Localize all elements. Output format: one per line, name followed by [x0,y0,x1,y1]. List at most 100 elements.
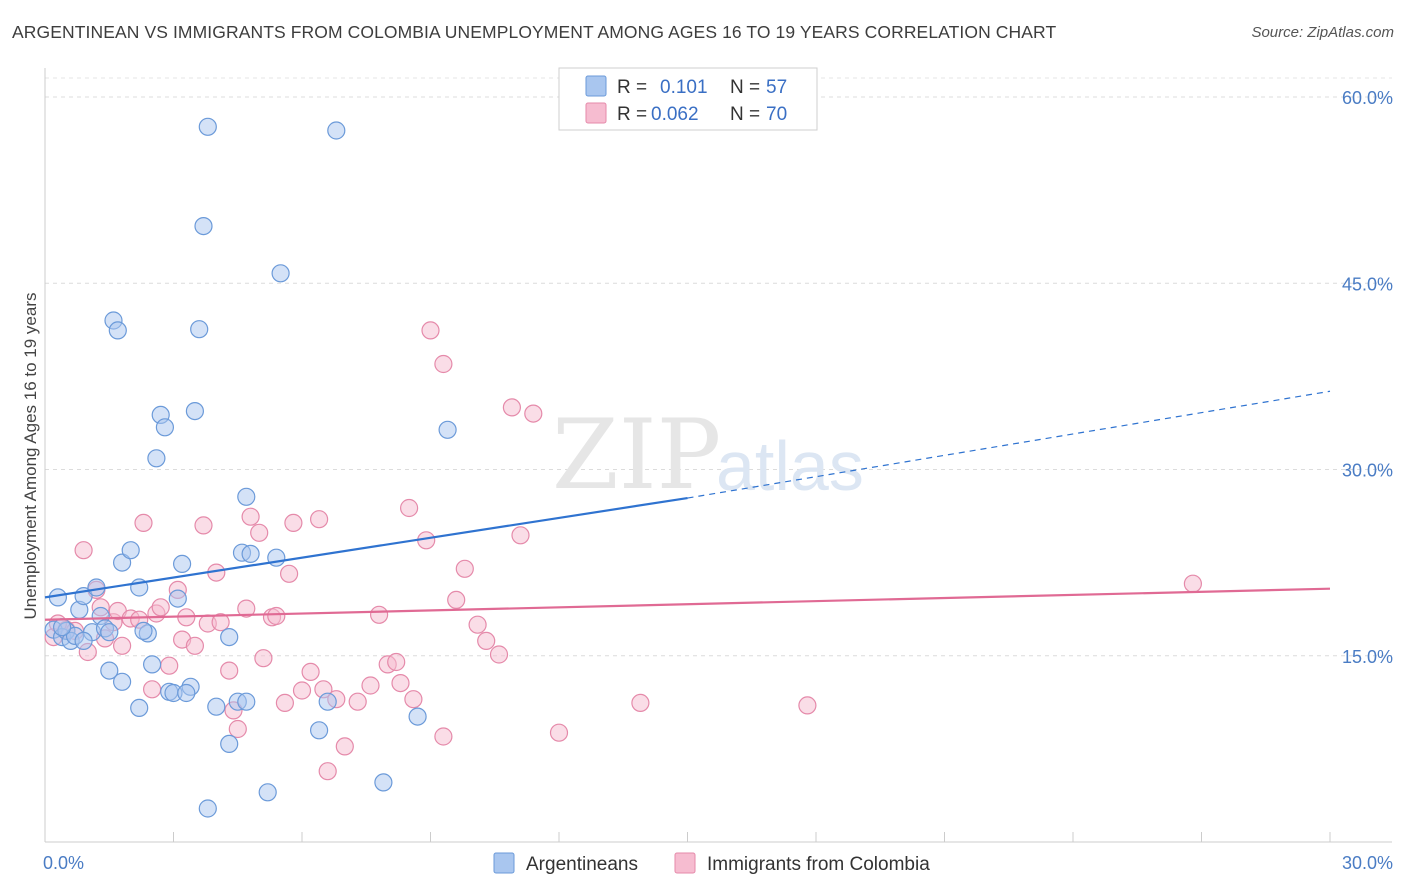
legend-swatch-colombia [585,102,607,124]
colombia-point-62 [502,398,521,417]
argentineans-point-16 [121,541,140,560]
y-axis-label: Unemployment Among Ages 16 to 19 years [21,293,40,620]
colombia-point-56 [434,727,453,746]
argentineans-point-23 [155,418,174,437]
argentineans-point-39 [237,692,256,711]
colombia-point-39 [301,662,320,682]
series-legend-swatch-argentineans [493,852,515,874]
argentineans-point-45 [318,692,337,711]
legend-r-label-1: R = [617,104,647,125]
colombia-point-54 [421,321,440,340]
colombia-point-59 [468,615,487,634]
colombia-point-58 [455,559,474,578]
colombia-point-37 [284,513,303,533]
argentineans-point-44 [310,721,329,740]
colombia-point-66 [631,693,650,713]
colombia-point-13 [134,513,153,533]
legend-n-label-1: N = [730,104,760,125]
colombia-trend-line [44,587,1331,621]
argentineans-point-51 [108,321,127,340]
colombia-point-50 [391,673,410,693]
x-tick-label-1: 30.0% [1342,853,1393,873]
legend-r-label-0: R = [617,77,647,98]
chart-title: ARGENTINEAN VS IMMIGRANTS FROM COLOMBIA … [12,22,1057,42]
colombia-point-40 [310,510,329,529]
argentineans-point-40 [241,544,260,564]
colombia-point-22 [194,516,213,535]
y-tick-label-3: 60.0% [1342,88,1393,108]
argentineans-point-20 [143,655,162,674]
legend-n-label-0: N = [730,77,760,98]
argentineans-point-48 [408,707,427,726]
correlation-legend: R = 0.101 N = 57 R = 0.062 N = 70 [558,67,818,131]
legend-r-value-0: 0.101 [660,77,708,98]
argentineans-point-33 [207,697,226,716]
colombia-point-3 [74,541,93,560]
legend-n-value-1: 70 [766,104,787,125]
argentineans-point-26 [173,554,192,574]
colombia-point-52 [404,690,423,709]
argentineans-point-28 [185,402,204,421]
colombia-point-60 [477,631,496,651]
argentineans-point-49 [438,420,457,439]
colombia-point-38 [292,681,312,700]
x-tick-label-0: 0.0% [43,853,84,873]
argentineans-point-47 [374,773,393,792]
series-legend-swatch-colombia [674,852,696,874]
colombia-point-36 [280,564,299,583]
legend-r-value-1: 0.062 [651,104,699,125]
colombia-point-47 [370,605,389,624]
argentineans-point-56 [177,683,196,703]
argentineans-point-12 [100,623,119,642]
y-tick-label-0: 15.0% [1342,647,1393,667]
colombia-point-10 [112,636,132,655]
colombia-point-65 [549,723,569,742]
colombia-point-49 [387,652,406,672]
argentineans-point-43 [271,264,290,283]
series-legend-label-colombia: Immigrants from Colombia [707,854,930,875]
y-tick-label-1: 30.0% [1342,461,1393,481]
legend-swatch-argentineans [585,75,607,97]
colombia-point-42 [318,762,337,781]
colombia-point-17 [160,656,179,675]
colombia-point-51 [400,498,419,518]
argentineans-point-31 [198,117,217,136]
colombia-point-30 [241,507,260,526]
watermark-atlas: atlas [716,427,864,505]
colombia-point-55 [434,354,453,374]
colombia-point-16 [151,598,170,617]
argentineans-point-21 [147,449,166,468]
colombia-point-28 [228,719,247,739]
source-credit: Source: ZipAtlas.com [1251,24,1394,41]
colombia-point-46 [361,676,380,695]
argentineans-trend-extension [687,390,1331,499]
series-legend: Argentineans Immigrants from Colombia [493,852,930,875]
argentineans-point-46 [327,121,346,140]
x-tick-labels: 0.0% 30.0% [43,853,1393,873]
y-tick-label-2: 45.0% [1342,274,1393,294]
argentineans-point-52 [52,618,72,637]
colombia-point-57 [447,590,466,610]
trend-lines [44,390,1331,621]
argentineans-trend-line [44,496,688,599]
colombia-point-21 [185,636,204,655]
colombia-point-61 [489,645,509,664]
legend-n-value-0: 57 [766,77,787,98]
argentineans-point-32 [198,799,217,818]
argentineans-point-18 [130,698,149,718]
colombia-point-64 [524,404,543,423]
argentineans-point-30 [194,217,213,236]
argentineans-point-13 [100,661,119,680]
series-legend-label-argentineans: Argentineans [526,854,638,875]
colombia-point-14 [143,680,162,699]
argentineans-point-55 [134,621,153,641]
argentineans-point-35 [220,734,239,754]
colombia-point-67 [798,696,817,715]
colombia-point-63 [511,526,530,545]
argentineans-point-15 [112,553,132,572]
colombia-point-25 [211,613,230,632]
watermark-zip: ZIP [552,399,721,511]
grid-lines [45,77,1392,657]
argentineans-point-29 [190,320,209,339]
colombia-point-35 [275,693,294,713]
